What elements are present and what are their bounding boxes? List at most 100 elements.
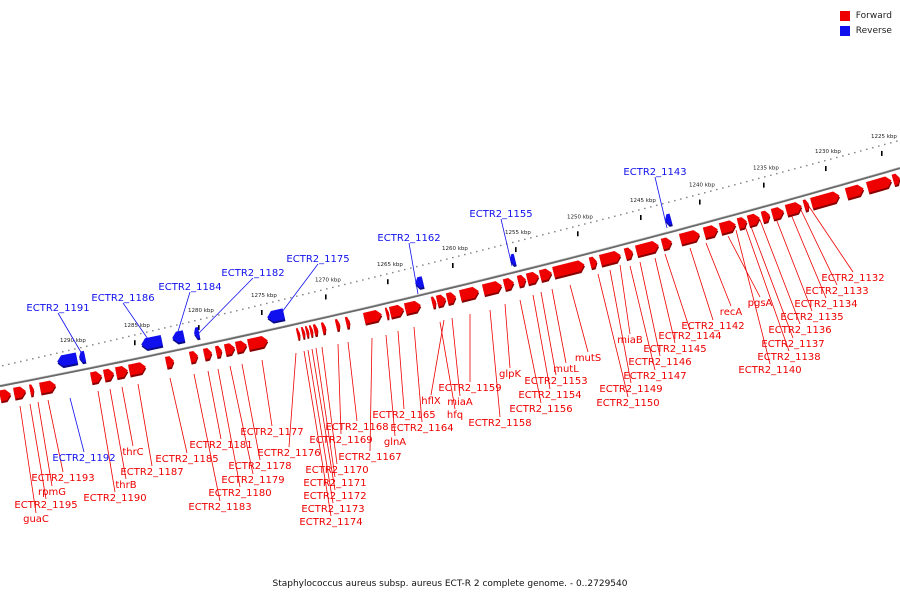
forward-gene-14	[234, 340, 248, 355]
gene-label-ectr2-1159: ECTR2_1159	[438, 383, 501, 394]
legend-forward: Forward	[839, 8, 892, 23]
forward-gene-43	[678, 230, 701, 247]
forward-gene-55	[891, 173, 900, 188]
scale-tick-label: 1285 kbp	[124, 323, 150, 329]
scale-tick-label: 1255 kbp	[505, 230, 531, 236]
scale-tick-label: 1235 kbp	[753, 166, 779, 172]
gene-label-ectr2-1172: ECTR2_1172	[303, 491, 366, 502]
forward-gene-37	[552, 260, 585, 280]
forward-gene-35	[525, 271, 540, 287]
forward-gene-11	[202, 347, 213, 362]
gene-label-ectr2-1162: ECTR2_1162	[377, 233, 440, 244]
gene-label-ectr2-1181: ECTR2_1181	[189, 440, 252, 451]
reverse-gene-6	[267, 308, 286, 324]
gene-label-ectr2-1176: ECTR2_1176	[257, 448, 320, 459]
forward-gene-10	[188, 350, 199, 365]
gene-label-ectr2-1185: ECTR2_1185	[155, 454, 218, 465]
gene-label-ectr2-1138: ECTR2_1138	[757, 352, 820, 363]
scale-tick-label: 1230 kbp	[815, 149, 841, 155]
gene-label-ectr2-1164: ECTR2_1164	[390, 423, 453, 434]
forward-gene-33	[502, 278, 515, 292]
scale-tick-label: 1280 kbp	[188, 308, 214, 314]
gene-label-ectr2-1134: ECTR2_1134	[794, 299, 857, 310]
forward-gene-8	[128, 362, 147, 378]
forward-gene-50	[784, 202, 803, 218]
forward-gene-31	[458, 286, 480, 303]
gene-label-ectr2-1186: ECTR2_1186	[91, 293, 154, 304]
gene-label-thrb: thrB	[115, 480, 136, 491]
gene-label-ectr2-1177: ECTR2_1177	[240, 427, 303, 438]
reverse-gene-5	[194, 326, 201, 341]
gene-label-ectr2-1183: ECTR2_1183	[188, 502, 251, 513]
gene-label-ectr2-1173: ECTR2_1173	[301, 504, 364, 515]
gene-label-ectr2-1146: ECTR2_1146	[628, 357, 691, 368]
gene-label-ectr2-1132: ECTR2_1132	[821, 273, 884, 284]
forward-gene-47	[746, 213, 761, 229]
forward-gene-52	[810, 191, 840, 211]
gene-label-ectr2-1145: ECTR2_1145	[643, 344, 706, 355]
gene-label-ectr2-1192: ECTR2_1192	[52, 453, 115, 464]
gene-label-glpk: glpK	[499, 369, 521, 380]
forward-gene-4	[39, 380, 57, 396]
scale-tick-label: 1265 kbp	[377, 262, 403, 268]
scale-tick-label: 1260 kbp	[442, 246, 468, 252]
gene-label-ectr2-1175: ECTR2_1175	[286, 254, 349, 265]
gene-label-ectr2-1178: ECTR2_1178	[228, 461, 291, 472]
gene-label-ectr2-1165: ECTR2_1165	[372, 410, 435, 421]
gene-label-ectr2-1149: ECTR2_1149	[599, 384, 662, 395]
gene-label-ectr2-1168: ECTR2_1168	[325, 422, 388, 433]
reverse-gene-1	[57, 352, 79, 369]
map-caption: Staphylococcus aureus subsp. aureus ECT-…	[272, 579, 628, 589]
gene-label-ectr2-1158: ECTR2_1158	[468, 418, 531, 429]
scale-dotted-line	[2, 140, 898, 367]
forward-swatch	[839, 10, 850, 21]
gene-label-glna: glnA	[384, 437, 406, 448]
forward-gene-17	[300, 326, 306, 340]
gene-label-ectr2-1190: ECTR2_1190	[83, 493, 146, 504]
gene-label-miaa: miaA	[447, 397, 473, 408]
forward-gene-54	[865, 176, 893, 195]
forward-gene-25	[384, 307, 390, 321]
legend-reverse-label: Reverse	[855, 25, 892, 36]
gene-label-ectr2-1137: ECTR2_1137	[761, 339, 824, 350]
gene-label-ectr2-1133: ECTR2_1133	[805, 286, 868, 297]
gene-label-thrc: thrC	[122, 447, 143, 458]
forward-gene-51	[802, 199, 810, 213]
forward-gene-41	[634, 241, 660, 259]
forward-gene-36	[538, 268, 553, 283]
reverse-gene-3	[141, 334, 164, 351]
forward-gene-12	[214, 345, 223, 360]
forward-gene-26	[388, 304, 405, 320]
gene-label-miab: miaB	[617, 335, 643, 346]
legend-reverse: Reverse	[839, 23, 892, 38]
reverse-gene-2	[79, 350, 87, 365]
forward-gene-45	[718, 220, 737, 236]
gene-label-ectr2-1153: ECTR2_1153	[524, 376, 587, 387]
forward-gene-32	[481, 281, 503, 298]
forward-gene-24	[362, 310, 383, 326]
forward-gene-39	[598, 250, 622, 268]
gene-label-ectr2-1174: ECTR2_1174	[299, 517, 362, 528]
gene-label-ectr2-1135: ECTR2_1135	[780, 312, 843, 323]
forward-gene-18	[304, 326, 310, 340]
gene-label-hfq: hfq	[447, 410, 463, 421]
forward-gene-6	[102, 368, 115, 383]
forward-gene-7	[115, 366, 129, 381]
gene-label-ectr2-1191: ECTR2_1191	[26, 303, 89, 314]
forward-gene-30	[445, 292, 457, 306]
gene-label-ectr2-1147: ECTR2_1147	[623, 371, 686, 382]
forward-gene-53	[844, 184, 865, 201]
reverse-gene-7	[415, 276, 425, 290]
forward-gene-42	[660, 237, 673, 252]
scale-tick-label: 1275 kbp	[251, 293, 277, 299]
gene-label-ectr2-1187: ECTR2_1187	[120, 467, 183, 478]
forward-gene-46	[736, 217, 748, 231]
gene-label-ectr2-1182: ECTR2_1182	[221, 268, 284, 279]
reverse-gene-9	[665, 213, 673, 227]
scale-tick-label: 1245 kbp	[630, 198, 656, 204]
forward-gene-9	[164, 356, 175, 370]
forward-gene-2	[13, 386, 27, 401]
gene-label-ectr2-1154: ECTR2_1154	[518, 390, 581, 401]
